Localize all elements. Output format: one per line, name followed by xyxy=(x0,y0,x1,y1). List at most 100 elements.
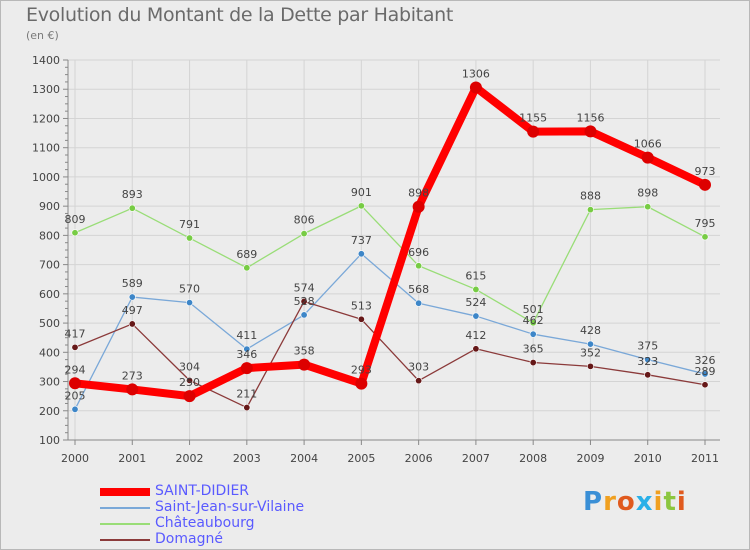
data-label: 205 xyxy=(65,389,86,402)
data-point xyxy=(644,203,652,211)
logo-letter: r xyxy=(603,487,617,517)
data-label: 352 xyxy=(580,346,601,359)
data-label: 293 xyxy=(351,364,372,377)
data-label: 888 xyxy=(580,190,601,203)
x-tick-label: 2011 xyxy=(691,452,719,465)
data-label: 428 xyxy=(580,324,601,337)
y-tick-label: 1000 xyxy=(32,171,60,184)
chart-subtitle: (en €) xyxy=(26,29,59,42)
data-label: 898 xyxy=(408,187,429,200)
data-point xyxy=(186,234,194,242)
data-point xyxy=(128,293,136,301)
data-point xyxy=(644,356,652,364)
x-tick-label: 2008 xyxy=(519,452,547,465)
legend-label: Domagné xyxy=(155,531,223,547)
data-point xyxy=(701,381,709,389)
data-label: 417 xyxy=(65,327,86,340)
data-point xyxy=(586,206,594,214)
data-label: 574 xyxy=(294,281,315,294)
data-label: 211 xyxy=(236,388,257,401)
axes: 100 200 300 400 500 600 700 800 900 1000 1100 1200 1… xyxy=(32,54,720,465)
data-point xyxy=(128,320,136,328)
data-label: 497 xyxy=(122,304,143,317)
data-label: 326 xyxy=(695,354,716,367)
x-tick-label: 2010 xyxy=(634,452,662,465)
data-point xyxy=(243,264,251,272)
y-tick-label: 400 xyxy=(39,346,60,359)
data-point xyxy=(128,204,136,212)
data-point xyxy=(415,377,423,385)
logo-letter: P xyxy=(583,487,604,517)
data-point xyxy=(529,319,537,327)
x-tick-label: 2002 xyxy=(176,452,204,465)
data-label: 973 xyxy=(695,165,716,178)
data-point xyxy=(71,343,79,351)
data-label: 303 xyxy=(408,361,429,374)
y-tick-label: 700 xyxy=(39,259,60,272)
data-label: 513 xyxy=(351,299,372,312)
y-tick-label: 600 xyxy=(39,288,60,301)
data-label: 806 xyxy=(294,214,315,227)
legend-label: SAINT-DIDIER xyxy=(155,483,250,499)
data-label: 696 xyxy=(408,246,429,259)
data-label: 615 xyxy=(465,269,486,282)
proxiti-logo: Proxiti xyxy=(583,487,687,517)
y-tick-label: 800 xyxy=(39,229,60,242)
data-point xyxy=(529,330,537,338)
data-point xyxy=(355,377,368,390)
data-label: 1155 xyxy=(519,112,547,125)
data-point xyxy=(472,285,480,293)
data-point xyxy=(469,81,482,94)
series-layer xyxy=(69,81,711,413)
legend-swatch xyxy=(100,507,150,509)
data-point xyxy=(586,362,594,370)
data-label: 250 xyxy=(179,376,200,389)
data-point xyxy=(357,202,365,210)
legend-swatch xyxy=(100,539,150,541)
data-point xyxy=(415,299,423,307)
data-point xyxy=(701,370,709,378)
data-point xyxy=(183,390,196,403)
data-point xyxy=(412,200,425,213)
data-label: 1156 xyxy=(576,111,604,124)
data-label: 898 xyxy=(637,187,658,200)
data-point xyxy=(243,404,251,412)
data-point xyxy=(71,405,79,413)
legend-label: Châteaubourg xyxy=(155,515,255,531)
data-point xyxy=(357,315,365,323)
data-label: 1066 xyxy=(634,138,662,151)
data-point xyxy=(71,229,79,237)
y-tick-label: 100 xyxy=(39,434,60,447)
data-label: 791 xyxy=(179,218,200,231)
data-label: 365 xyxy=(523,343,544,356)
y-tick-label: 300 xyxy=(39,376,60,389)
data-label: 901 xyxy=(351,186,372,199)
data-point xyxy=(300,297,308,305)
data-label: 528 xyxy=(294,295,315,308)
data-point xyxy=(240,362,253,375)
y-tick-label: 1100 xyxy=(32,142,60,155)
x-tick-label: 2001 xyxy=(118,452,146,465)
y-tick-label: 900 xyxy=(39,200,60,213)
data-point xyxy=(69,377,81,390)
x-tick-label: 2007 xyxy=(462,452,490,465)
data-point xyxy=(699,178,711,191)
data-label: 375 xyxy=(637,340,658,353)
y-tick-label: 500 xyxy=(39,317,60,330)
x-tick-label: 2000 xyxy=(61,452,89,465)
data-label: 358 xyxy=(294,345,315,358)
legend-swatch xyxy=(100,523,150,525)
data-label: 273 xyxy=(122,369,143,382)
data-label: 809 xyxy=(65,213,86,226)
data-label: 795 xyxy=(695,217,716,230)
data-label: 411 xyxy=(236,329,257,342)
data-point xyxy=(243,345,251,353)
y-tick-label: 1400 xyxy=(32,54,60,67)
data-label: 462 xyxy=(523,314,544,327)
data-label: 289 xyxy=(695,365,716,378)
logo-letter: x xyxy=(635,487,654,517)
data-point xyxy=(584,125,597,138)
data-point xyxy=(472,345,480,353)
y-tick-label: 200 xyxy=(39,405,60,418)
data-label: 570 xyxy=(179,283,200,296)
